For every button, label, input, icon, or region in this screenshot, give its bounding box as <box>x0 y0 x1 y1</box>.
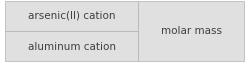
Text: aluminum cation: aluminum cation <box>28 41 116 52</box>
Text: arsenic(II) cation: arsenic(II) cation <box>28 10 115 21</box>
Bar <box>138 1 244 61</box>
Bar <box>5 1 138 31</box>
Bar <box>5 31 138 61</box>
Text: molar mass: molar mass <box>161 26 222 36</box>
